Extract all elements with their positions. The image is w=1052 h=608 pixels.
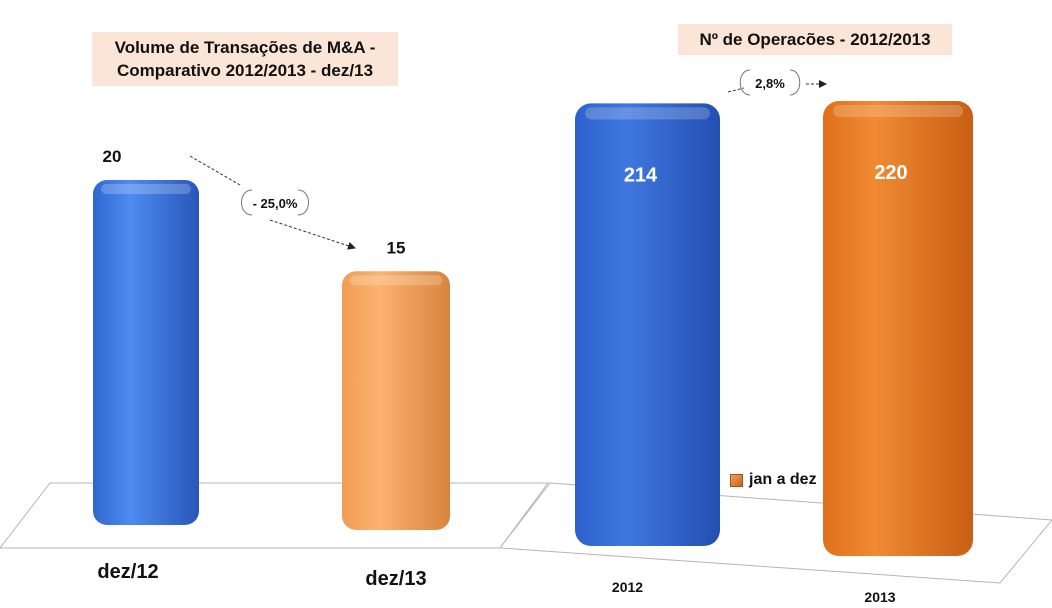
- data-label-dez-12: 20: [103, 147, 122, 166]
- bar-highlight: [585, 107, 710, 120]
- bar-highlight: [101, 184, 191, 194]
- change-annotation-right: 2,8%: [727, 69, 827, 96]
- bar-2012: [575, 103, 720, 546]
- chart-title-left: Volume de Transações de M&A - Comparativ…: [92, 32, 398, 86]
- change-label-right: 2,8%: [755, 76, 785, 91]
- category-label-2012: 2012: [612, 579, 643, 595]
- chart-title-left-line1: Volume de Transações de M&A -: [114, 38, 376, 57]
- legend-swatch: [730, 473, 743, 487]
- floor-left: [0, 482, 549, 549]
- bar-2013: [823, 101, 973, 556]
- legend: jan a dez: [730, 471, 817, 489]
- category-label-2013: 2013: [864, 589, 895, 605]
- category-label-dez-12: dez/12: [97, 561, 158, 583]
- chart-title-right: Nº de Operacões - 2012/2013: [678, 24, 952, 55]
- data-label-2013: 220: [874, 162, 907, 184]
- data-label-dez-13: 15: [387, 238, 406, 257]
- bar-dez-13: [342, 271, 450, 530]
- chart-title-left-line2: Comparativo 2012/2013 - dez/13: [116, 61, 374, 80]
- bar-dez-12: [93, 180, 199, 525]
- bar-highlight: [350, 275, 442, 286]
- change-annotation-left: - 25,0%: [189, 155, 356, 250]
- legend-label: jan a dez: [749, 471, 817, 488]
- bar-highlight: [833, 105, 963, 117]
- data-label-2012: 214: [624, 164, 658, 186]
- change-label-left: - 25,0%: [253, 196, 298, 211]
- category-label-dez-13: dez/13: [365, 568, 426, 590]
